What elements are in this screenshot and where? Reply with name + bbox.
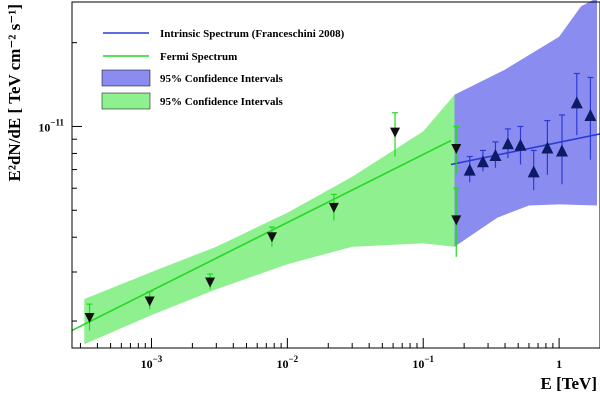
axis-ticks [72,42,600,348]
fermi-point-8 [451,143,462,154]
hess-point-4 [501,137,514,150]
hess-point-10 [584,108,597,121]
y-tick-label-1: 10−11 [38,117,64,134]
legend-label-3: 95% Confidence Intervals [160,73,284,85]
hess-point-5 [514,138,527,151]
hess-point-1 [463,163,476,176]
hess-point-7 [541,141,554,154]
x-axis-label: E [TeV] [540,374,597,393]
fermi-point-5 [328,202,339,213]
legend: Intrinsic Spectrum (Franceschini 2008) Fe… [101,28,345,110]
legend-box-4 [101,92,151,110]
fermi-fit-line [71,139,452,332]
confidence-bands [84,0,597,345]
x-tick-label-4: 1 [556,357,562,371]
x-tick-label-3: 10−1 [412,354,434,371]
fermi-point-3 [205,277,216,288]
fermi-point-1 [84,313,95,324]
intrinsic-confidence-band [454,0,597,247]
x-tick-label-2: 10−2 [277,354,299,371]
legend-label-1: Intrinsic Spectrum (Franceschini 2008) [160,28,345,40]
x-tick-label-1: 10−3 [141,354,163,371]
hess-point-6 [527,165,540,178]
plot-frame [71,1,600,349]
hess-point-2 [476,155,489,168]
legend-label-4: 95% Confidence Intervals [160,96,284,108]
hess-point-3 [489,148,502,161]
legend-label-2: Fermi Spectrum [160,51,237,63]
tick-labels: 10−3 10−2 10−1 110−11 [38,117,562,371]
fermi-point-6 [390,127,401,138]
data-points [84,72,597,331]
y-axis-label: E²dN/dE [ TeV cm⁻² s⁻¹] [5,4,24,181]
legend-box-3 [101,69,151,87]
fermi-point-7 [451,215,462,226]
fermi-confidence-band [84,94,455,345]
fermi-point-4 [266,232,277,243]
hess-point-8 [555,144,568,157]
fermi-point-2 [144,296,155,307]
hess-point-9 [570,96,583,109]
